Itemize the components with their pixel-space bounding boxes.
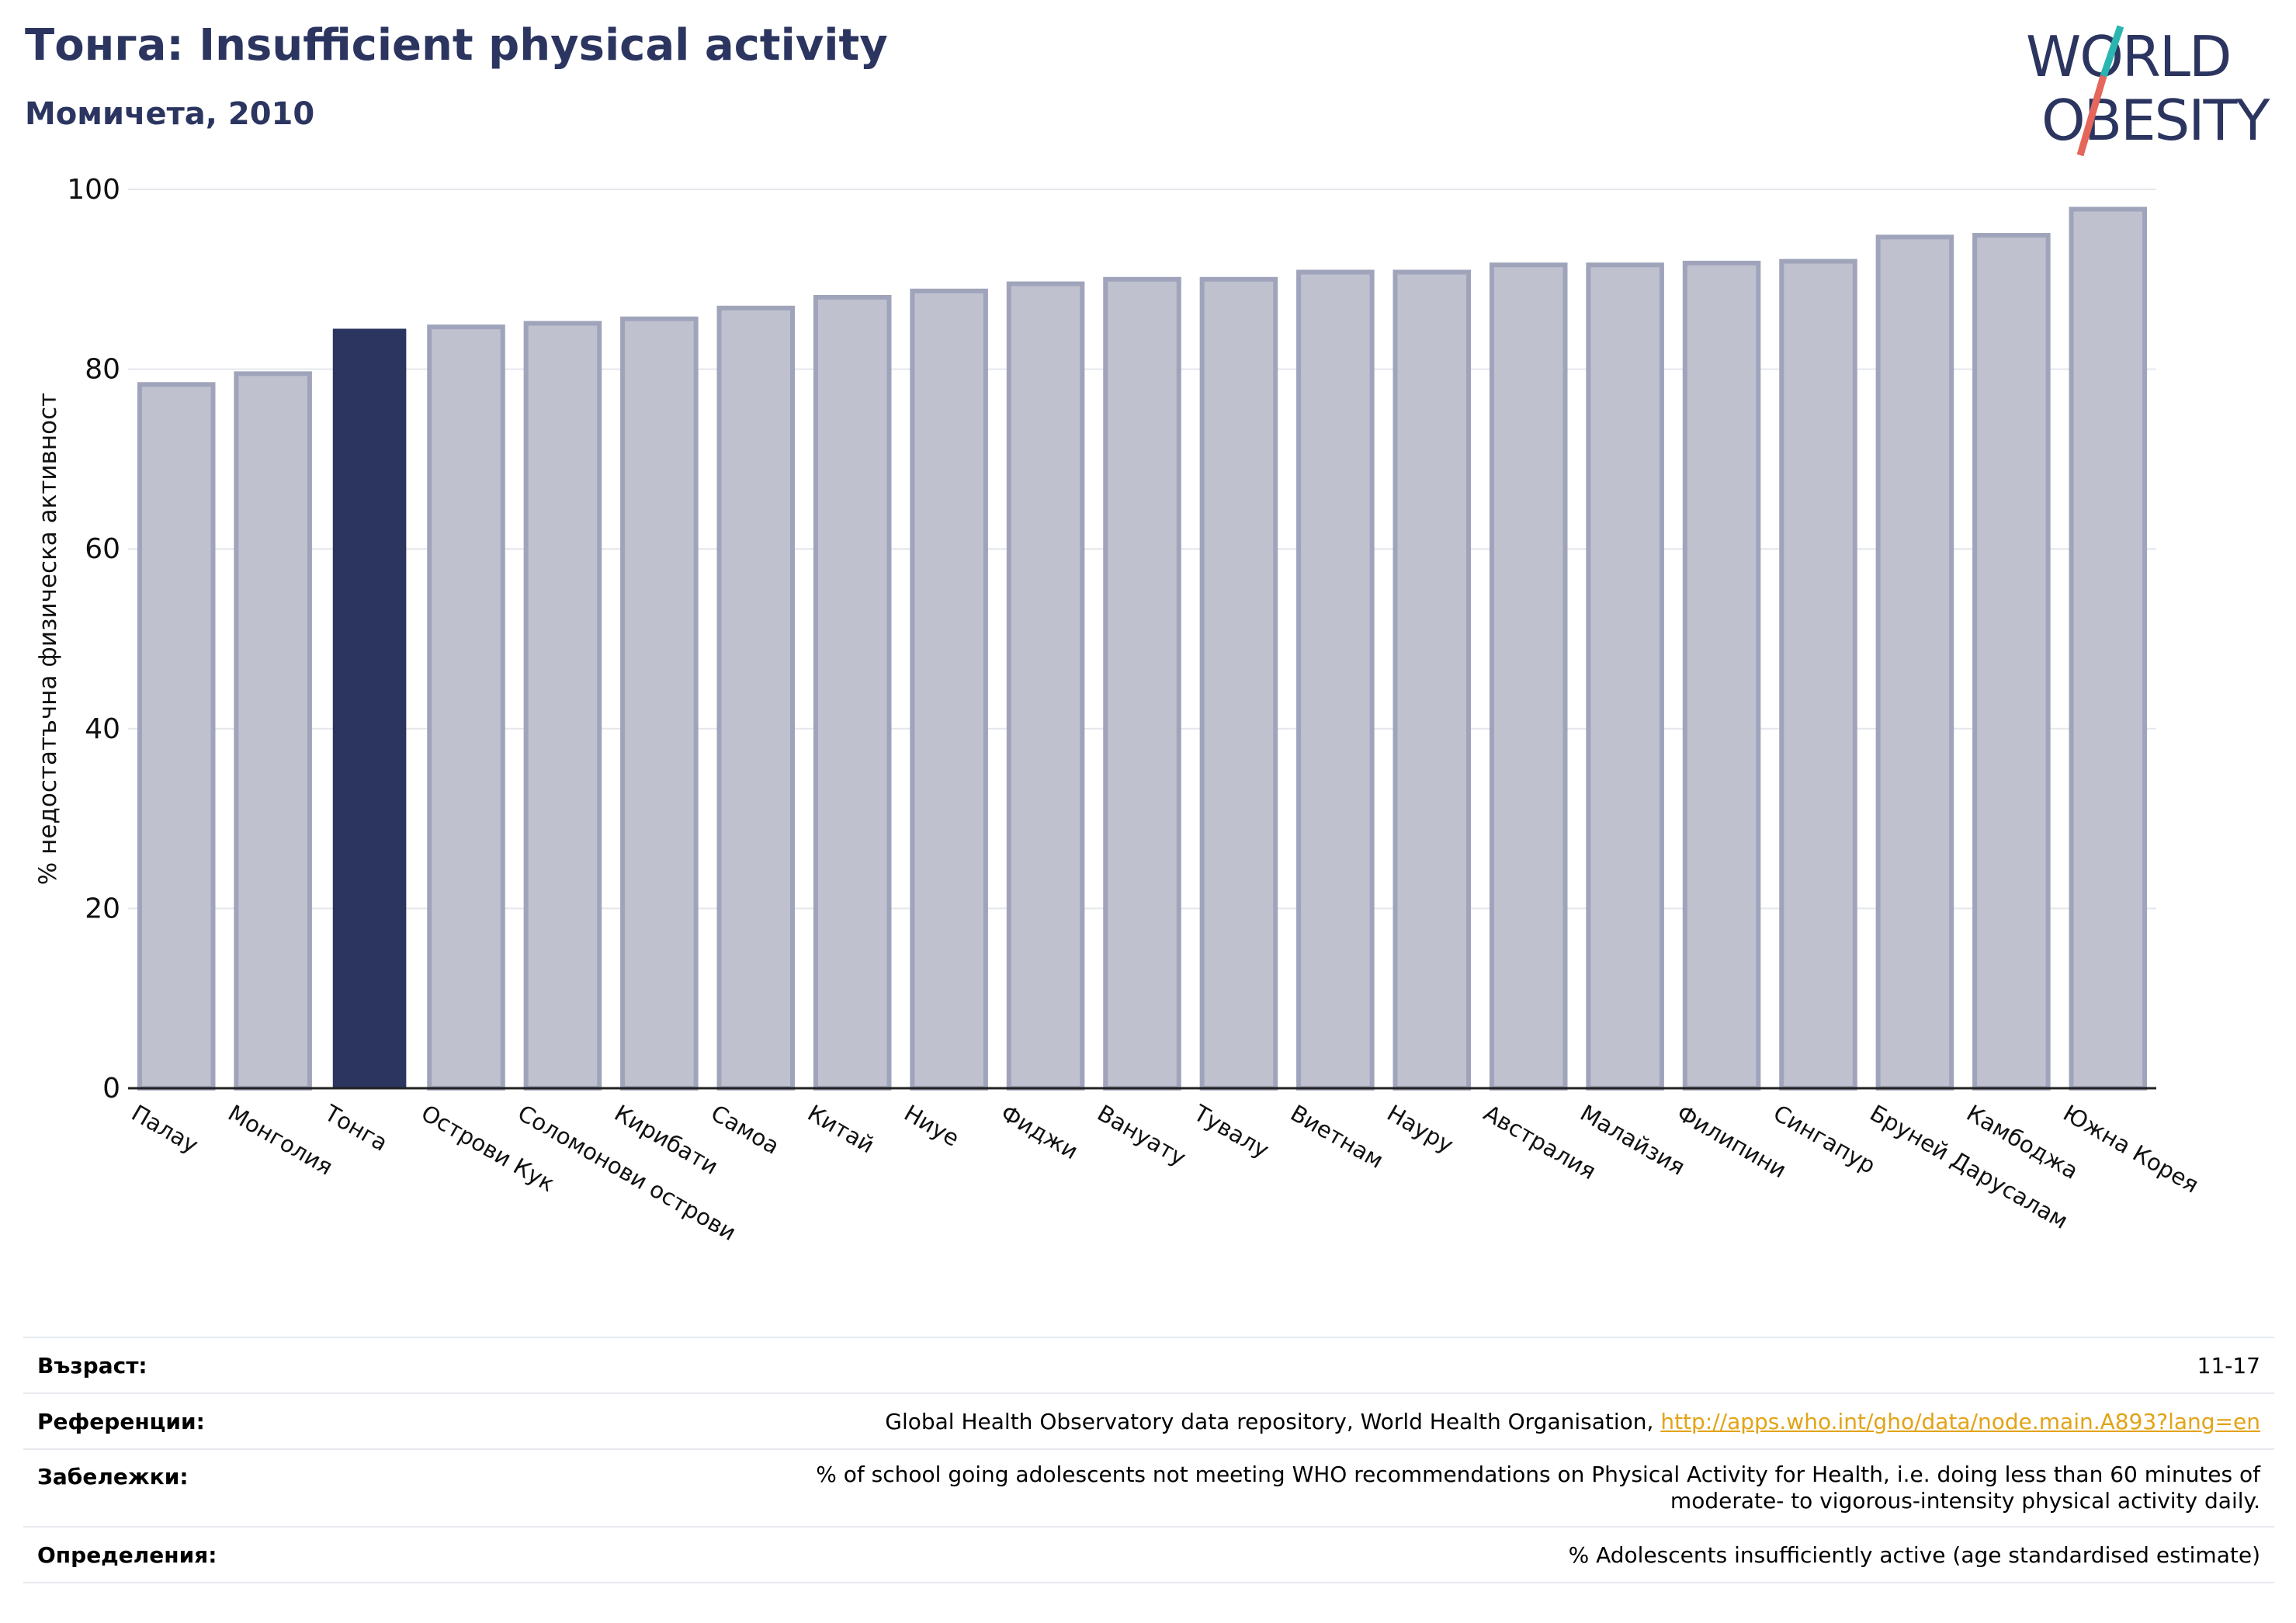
y-tick-label: 0: [102, 1073, 120, 1105]
logo-text-line2: OBESITY: [2041, 88, 2270, 153]
bar: [523, 321, 602, 1091]
y-tick-label: 40: [85, 713, 120, 745]
bar: [716, 305, 796, 1091]
bar: [2069, 206, 2148, 1091]
references-text: Global Health Observatory data repositor…: [885, 1408, 1654, 1434]
info-row-notes: Забележки: % of school going adolescents…: [23, 1448, 2274, 1527]
bar: [813, 294, 892, 1091]
info-table: Възраст: 11-17 Референции: Global Health…: [23, 1337, 2274, 1583]
x-tick-label: Фиджи: [997, 1100, 1083, 1165]
x-tick-label: Южна Корея: [2058, 1100, 2203, 1198]
y-tick-label: 80: [85, 354, 120, 386]
info-label-definitions: Определения:: [23, 1526, 486, 1583]
y-axis-label: % недостатъчна физическа активност: [34, 393, 62, 885]
bar: [910, 288, 988, 1091]
bar: [137, 382, 216, 1091]
info-value-notes: % of school going adolescents not meetin…: [486, 1448, 2274, 1527]
info-label-references: Референции:: [23, 1392, 486, 1449]
logo-slash-bottom: [2076, 75, 2107, 157]
info-value-references: Global Health Observatory data repositor…: [486, 1392, 2274, 1449]
x-tick-label: Ниуе: [900, 1100, 964, 1152]
info-label-age: Възраст:: [23, 1337, 486, 1393]
bar: [1006, 281, 1085, 1091]
x-tick-label: Виетнам: [1286, 1100, 1388, 1174]
x-tick-label: Палау: [127, 1100, 203, 1159]
y-tick-label: 20: [85, 893, 120, 924]
bar: [1586, 262, 1664, 1091]
x-tick-label: Монголия: [224, 1100, 337, 1181]
bar: [1103, 276, 1181, 1091]
info-value-definitions: % Adolescents insufficiently active (age…: [486, 1526, 2274, 1583]
bar: [1489, 262, 1568, 1091]
x-tick-label: Вануату: [1093, 1100, 1191, 1171]
info-row-references: Референции: Global Health Observatory da…: [23, 1392, 2274, 1449]
x-tick-label: Самоа: [706, 1100, 784, 1160]
world-obesity-logo: WORLD OBESITY: [2026, 24, 2272, 157]
y-tick-label: 60: [85, 533, 120, 565]
info-row-age: Възраст: 11-17: [23, 1337, 2274, 1393]
x-tick-label: Науру: [1382, 1100, 1458, 1159]
x-tick-label: Тувалу: [1189, 1099, 1274, 1163]
bar: [1199, 276, 1278, 1091]
bars: [137, 206, 2148, 1091]
chart-title: Тонга: Insufficient physical activity: [25, 20, 888, 71]
notes-line-2: moderate- to vigorous-intensity physical…: [1670, 1488, 2260, 1514]
bar: [1296, 269, 1375, 1091]
x-tick-label: Китай: [803, 1100, 879, 1159]
bar: [1972, 233, 2051, 1091]
logo-slash-top: [2100, 25, 2124, 78]
bar: [427, 324, 505, 1091]
chart-subtitle: Момичета, 2010: [25, 96, 315, 132]
x-tick-label: Тонга: [320, 1099, 393, 1157]
bar: [1393, 269, 1472, 1091]
y-tick-label: 100: [67, 174, 120, 206]
x-tick-label: Филипини: [1673, 1100, 1791, 1184]
bar: [620, 316, 699, 1091]
bar: [234, 371, 312, 1091]
logo-text-line1: WORLD: [2026, 24, 2230, 89]
y-axis-ticks: 0 20 40 60 80 100: [67, 174, 120, 1105]
info-value-age: 11-17: [486, 1337, 2274, 1393]
references-link[interactable]: http://apps.who.int/gho/data/node.main.A…: [1660, 1408, 2260, 1434]
bar: [332, 328, 407, 1088]
info-row-definitions: Определения: % Adolescents insufficientl…: [23, 1526, 2274, 1583]
notes-line-1: % of school going adolescents not meetin…: [816, 1462, 2260, 1487]
info-label-notes: Забележки:: [23, 1448, 486, 1527]
bar: [1875, 234, 1954, 1091]
bar: [1779, 258, 1857, 1091]
bar: [1682, 260, 1761, 1091]
